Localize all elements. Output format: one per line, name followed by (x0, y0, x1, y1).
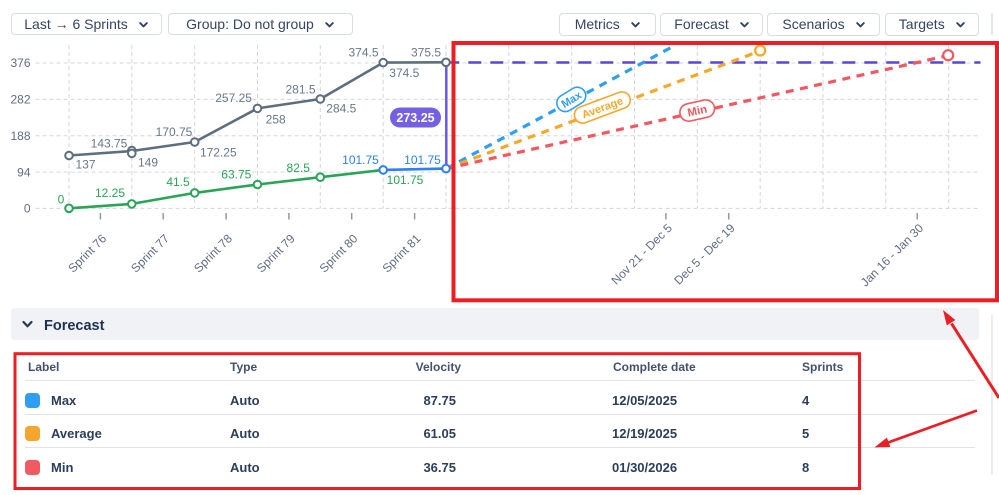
svg-text:Sprint 79: Sprint 79 (254, 231, 298, 275)
svg-text:374.5: 374.5 (348, 46, 378, 60)
svg-text:375.5: 375.5 (411, 46, 441, 60)
svg-text:258: 258 (266, 113, 286, 127)
svg-text:376: 376 (10, 56, 30, 70)
svg-text:41.5: 41.5 (166, 175, 190, 189)
svg-text:149: 149 (138, 156, 158, 170)
svg-text:101.75: 101.75 (387, 173, 424, 187)
svg-text:Jan 16 - Jan 30: Jan 16 - Jan 30 (858, 221, 927, 290)
svg-text:Sprint 76: Sprint 76 (65, 231, 109, 275)
svg-text:63.75: 63.75 (221, 167, 251, 181)
svg-text:82.5: 82.5 (287, 161, 311, 175)
svg-text:257.25: 257.25 (215, 91, 252, 105)
svg-text:0: 0 (58, 193, 65, 207)
svg-text:Nov 21 - Dec 5: Nov 21 - Dec 5 (608, 221, 675, 288)
svg-text:143.75: 143.75 (91, 136, 128, 150)
svg-text:Sprint 81: Sprint 81 (380, 231, 424, 275)
svg-text:Sprint 77: Sprint 77 (128, 231, 172, 275)
svg-text:101.75: 101.75 (404, 153, 441, 167)
svg-text:101.75: 101.75 (342, 153, 379, 167)
svg-text:374.5: 374.5 (389, 66, 419, 80)
svg-text:12.25: 12.25 (95, 186, 125, 200)
svg-text:284.5: 284.5 (326, 102, 356, 116)
svg-text:Sprint 80: Sprint 80 (317, 231, 361, 275)
svg-text:137: 137 (75, 158, 95, 172)
svg-text:Sprint 78: Sprint 78 (191, 231, 235, 275)
svg-text:0: 0 (24, 202, 31, 216)
svg-text:170.75: 170.75 (156, 125, 193, 139)
svg-text:94: 94 (17, 165, 31, 179)
svg-text:188: 188 (10, 129, 30, 143)
svg-text:273.25: 273.25 (396, 111, 434, 125)
svg-text:281.5: 281.5 (285, 82, 315, 96)
svg-text:282: 282 (10, 93, 30, 107)
svg-text:Dec 5 - Dec 19: Dec 5 - Dec 19 (671, 221, 738, 288)
svg-text:172.25: 172.25 (200, 146, 237, 160)
